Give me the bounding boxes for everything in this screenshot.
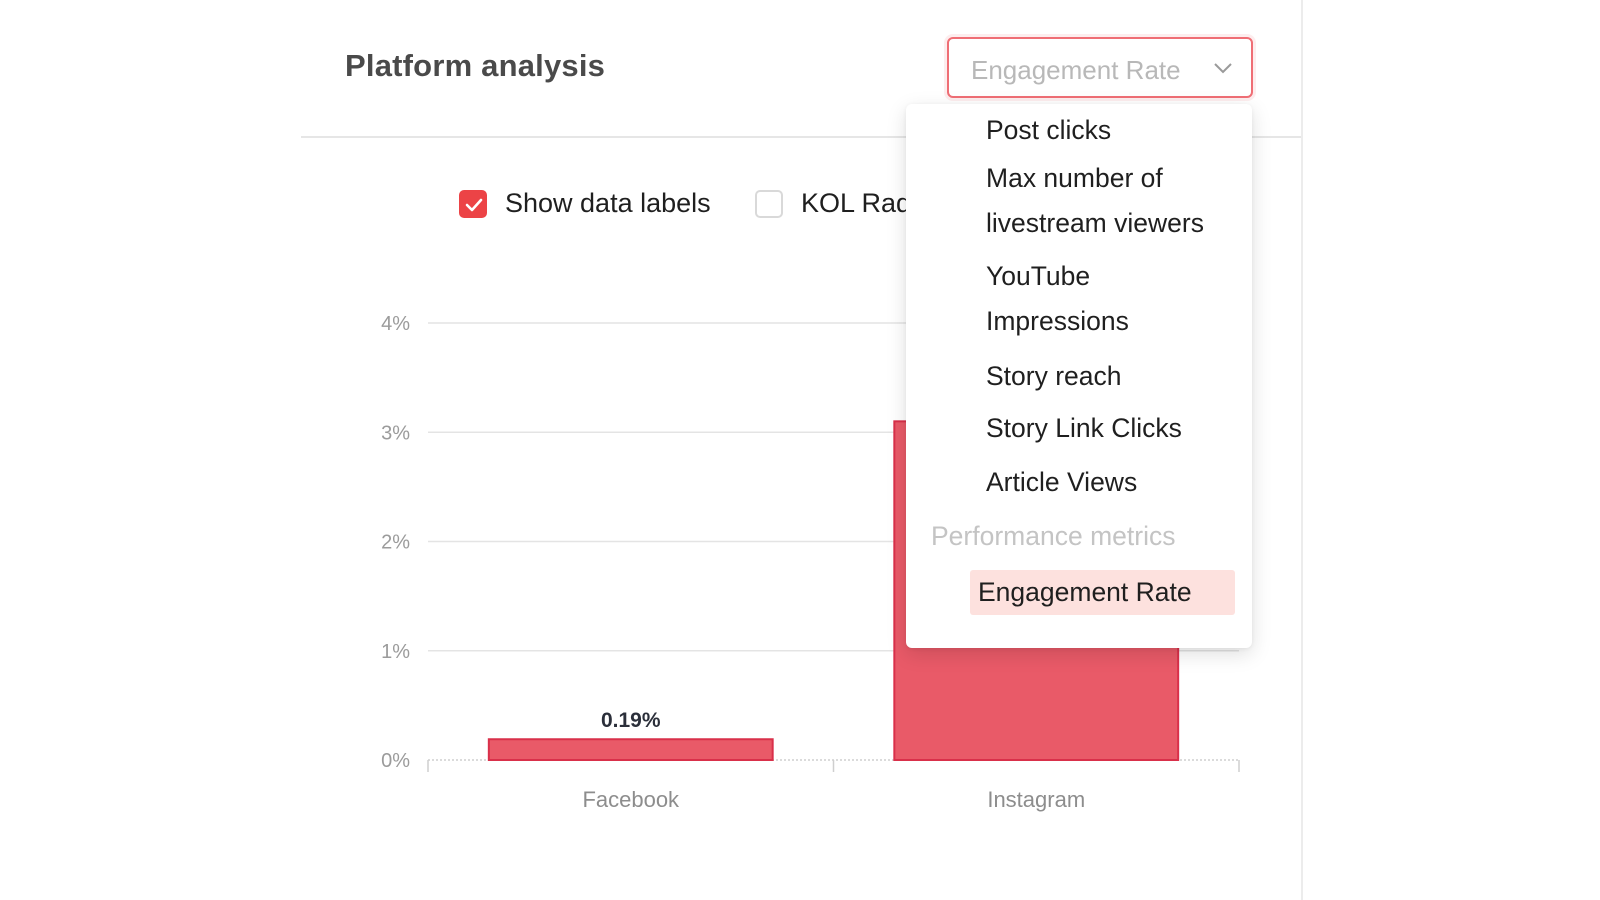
show-data-labels-label: Show data labels xyxy=(505,188,711,218)
dropdown-item-engagement-rate[interactable]: Engagement Rate xyxy=(970,570,1235,615)
kol-radius-checkbox[interactable] xyxy=(755,189,783,218)
chevron-down-icon xyxy=(1213,61,1233,80)
y-tick-label: 4% xyxy=(381,313,410,335)
dropdown-item-story-link-clicks[interactable]: Story Link Clicks xyxy=(986,413,1182,443)
header-divider xyxy=(301,136,1301,138)
y-tick-label: 1% xyxy=(381,641,410,663)
metric-select-value: Engagement Rate xyxy=(971,55,1181,85)
metric-dropdown-menu: Post clicks Max number of livestream vie… xyxy=(906,104,1252,648)
panel-title: Platform analysis xyxy=(345,48,606,83)
dropdown-item-youtube-impressions[interactable]: YouTube Impressions xyxy=(986,261,1129,336)
bar-facebook xyxy=(487,738,774,761)
x-tick-label: Facebook xyxy=(582,787,680,812)
data-label: 0.19% xyxy=(601,709,661,732)
y-tick-label: 0% xyxy=(381,750,410,772)
show-data-labels-checkbox[interactable] xyxy=(459,189,487,218)
x-tick-label: Instagram xyxy=(987,787,1085,812)
show-data-labels-option[interactable]: Show data labels xyxy=(459,188,711,219)
dropdown-item-story-reach[interactable]: Story reach xyxy=(986,361,1122,391)
y-tick-label: 3% xyxy=(381,422,410,444)
dropdown-item-max-livestream-viewers[interactable]: Max number of livestream viewers xyxy=(986,163,1204,238)
checkmark-icon xyxy=(465,198,483,211)
kol-radius-label: KOL Rad xyxy=(801,188,912,218)
metric-select[interactable]: Engagement Rate xyxy=(947,37,1253,98)
dropdown-item-article-views[interactable]: Article Views xyxy=(986,467,1138,497)
y-tick-label: 2% xyxy=(381,532,410,554)
dropdown-group-performance-metrics: Performance metrics xyxy=(931,521,1176,551)
kol-radius-option[interactable]: KOL Rad xyxy=(755,188,911,219)
dropdown-item-post-clicks[interactable]: Post clicks xyxy=(986,115,1112,145)
